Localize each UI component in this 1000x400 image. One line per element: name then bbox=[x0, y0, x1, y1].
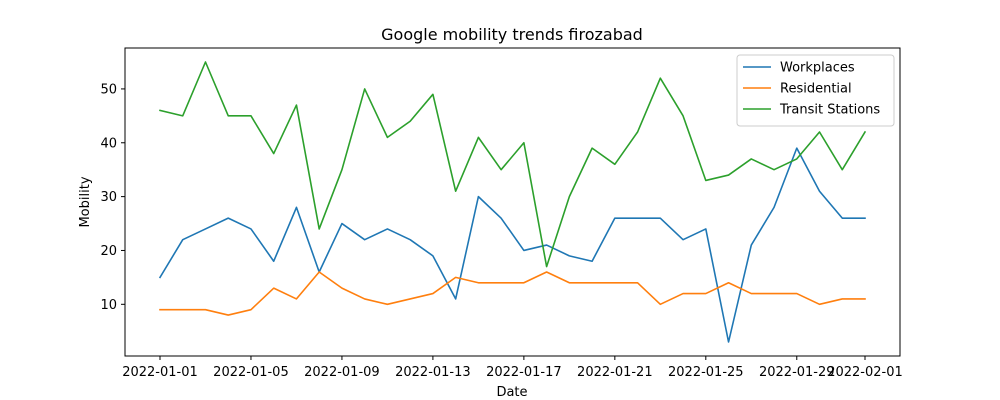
x-tick-label: 2022-02-01 bbox=[827, 365, 903, 380]
series-line-workplaces bbox=[158, 147, 866, 343]
axes: 2022-01-01 2022-01-05 2022-01-09 2022-01-13… bbox=[100, 82, 902, 380]
series-layer bbox=[158, 61, 867, 343]
x-axis-label: Date bbox=[496, 385, 527, 400]
series-line-residential bbox=[159, 271, 866, 316]
x-tick-label: 2022-01-01 bbox=[122, 365, 198, 380]
legend-label: Transit Stations bbox=[779, 103, 880, 118]
series-line-transit-stations bbox=[159, 61, 867, 268]
x-tick-label: 2022-01-29 bbox=[759, 365, 835, 380]
legend-label: Workplaces bbox=[780, 61, 855, 76]
y-tick-label: 50 bbox=[100, 82, 117, 97]
y-tick-label: 30 bbox=[100, 190, 117, 205]
y-tick-label: 20 bbox=[100, 244, 117, 259]
x-tick-label: 2022-01-09 bbox=[304, 365, 380, 380]
x-tick-label: 2022-01-13 bbox=[395, 365, 471, 380]
x-tick-label: 2022-01-21 bbox=[577, 365, 653, 380]
y-tick-label: 10 bbox=[100, 298, 117, 313]
x-tick-label: 2022-01-25 bbox=[668, 365, 744, 380]
x-tick-label: 2022-01-05 bbox=[213, 365, 289, 380]
legend-label: Residential bbox=[780, 82, 852, 97]
y-axis-label: Mobility bbox=[78, 176, 93, 227]
chart-title: Google mobility trends firozabad bbox=[381, 25, 643, 44]
legend: Workplaces Residential Transit Stations bbox=[736, 54, 895, 127]
plot-frame bbox=[124, 47, 901, 357]
legend-box bbox=[736, 54, 895, 127]
y-tick-label: 40 bbox=[100, 136, 117, 151]
x-tick-label: 2022-01-17 bbox=[486, 365, 562, 380]
